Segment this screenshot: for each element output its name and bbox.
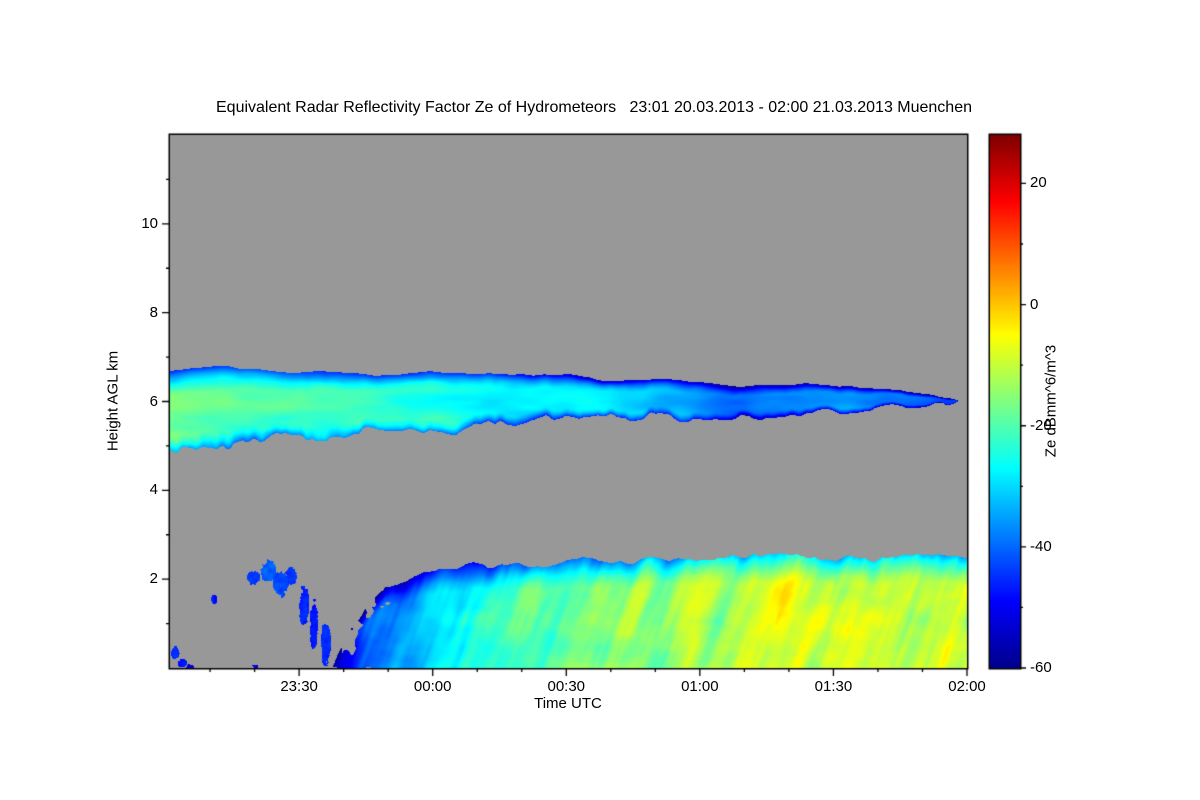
y-tick-label: 6 <box>149 392 158 410</box>
chart-title: Equivalent Radar Reflectivity Factor Ze … <box>216 99 972 116</box>
x-tick-label: 01:00 <box>681 678 719 695</box>
x-tick-label: 23:30 <box>280 678 318 695</box>
x-tick-label: 01:30 <box>814 678 853 695</box>
x-tick-label: 02:00 <box>948 678 986 695</box>
y-tick-label: 8 <box>149 303 158 321</box>
colorbar-tick-label: -20 <box>1030 416 1052 434</box>
x-tick-label: 00:30 <box>547 678 586 695</box>
x-axis-label: Time UTC <box>534 695 602 712</box>
y-tick-label: 4 <box>149 481 158 499</box>
colorbar-tick-label: -40 <box>1030 537 1052 555</box>
y-tick-label: 2 <box>149 570 158 588</box>
colorbar-tick-label: -60 <box>1030 659 1052 676</box>
x-tick-label: 00:00 <box>413 678 452 695</box>
colorbar-tick-label: 20 <box>1030 174 1047 192</box>
colorbar-label: Ze dBmm^6/m^3 <box>1042 344 1060 458</box>
y-tick-label: 10 <box>141 214 158 232</box>
colorbar-tick-label: 0 <box>1030 295 1039 313</box>
